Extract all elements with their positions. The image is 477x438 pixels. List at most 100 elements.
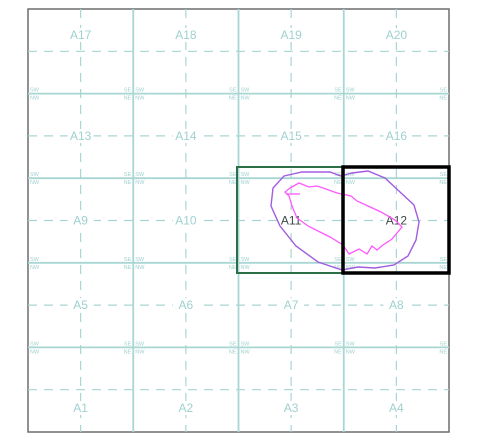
cell-label-bg	[278, 213, 305, 228]
corner-tag-nw: NW	[346, 349, 356, 355]
corner-tag-sw: SW	[30, 257, 40, 263]
coverage-outline	[270, 170, 420, 271]
cell-label-a14[interactable]: A14	[175, 129, 197, 143]
cell-label-a3[interactable]: A3	[284, 401, 299, 415]
corner-tag-sw: SW	[30, 88, 40, 94]
cell-label-a5[interactable]: A5	[73, 298, 88, 312]
corner-tag-sw: SW	[135, 172, 145, 178]
cell-label-bg	[172, 128, 199, 143]
corner-tag-ne: NE	[229, 96, 237, 102]
cell-label-bg	[383, 28, 410, 42]
cell-label-a2[interactable]: A2	[179, 401, 194, 415]
cell-label-a9[interactable]: A9	[73, 214, 88, 228]
cell-label-bg	[172, 401, 199, 415]
corner-tag-nw: NW	[135, 265, 145, 271]
corner-tag-se: SE	[334, 88, 342, 94]
corner-labels: SWNWSWNWSWNWSWNWSENESWNWSENESWNWSENESWNW…	[30, 88, 447, 356]
corner-tag-se: SE	[124, 172, 132, 178]
inner-boundary	[284, 182, 403, 255]
corner-tag-ne: NE	[124, 349, 132, 355]
corner-tag-nw: NW	[241, 96, 251, 102]
cell-label-bg	[67, 298, 94, 313]
grid-cells: A17 A18 A19 A20 A13 A14 A15 A16 A9 A10 A11 A12 A5 A6 A…	[67, 28, 410, 415]
cell-label-bg	[172, 298, 199, 313]
cell-label-bg	[278, 128, 305, 143]
corner-tag-nw: NW	[241, 265, 251, 271]
corner-tag-ne: NE	[229, 349, 237, 355]
active-tile-a12[interactable]	[341, 165, 451, 275]
corner-tag-sw: SW	[346, 172, 356, 178]
cell-label-bg	[383, 128, 410, 143]
cell-label-bg	[383, 401, 410, 415]
corner-tag-nw: NW	[135, 96, 145, 102]
cell-label-a7[interactable]: A7	[284, 298, 299, 312]
corner-tag-sw: SW	[30, 341, 40, 347]
cell-label-a19[interactable]: A19	[280, 28, 302, 42]
cell-label-bg	[172, 28, 199, 42]
corner-tag-se: SE	[440, 88, 448, 94]
corner-tag-nw: NW	[30, 349, 40, 355]
corner-tag-sw: SW	[241, 341, 251, 347]
corner-tag-ne: NE	[334, 180, 342, 186]
cell-label-a18[interactable]: A18	[175, 28, 197, 42]
cell-label-a20[interactable]: A20	[386, 28, 408, 42]
corner-tag-sw: SW	[241, 257, 251, 263]
corner-tag-ne: NE	[124, 265, 132, 271]
corner-tag-se: SE	[440, 341, 448, 347]
corner-tag-se: SE	[229, 257, 237, 263]
cell-label-a6[interactable]: A6	[179, 298, 194, 312]
corner-tag-se: SE	[229, 172, 237, 178]
corner-tag-sw: SW	[346, 257, 356, 263]
corner-tag-nw: NW	[346, 180, 356, 186]
corner-tag-sw: SW	[135, 88, 145, 94]
corner-tag-ne: NE	[229, 265, 237, 271]
corner-tag-ne: NE	[439, 265, 447, 271]
cell-label-a4[interactable]: A4	[389, 401, 404, 415]
cell-label-bg	[67, 401, 94, 415]
corner-tag-se: SE	[124, 88, 132, 94]
corner-tag-se: SE	[124, 341, 132, 347]
cell-label-a8[interactable]: A8	[389, 298, 404, 312]
corner-tag-ne: NE	[334, 265, 342, 271]
corner-tag-sw: SW	[30, 172, 40, 178]
corner-tag-se: SE	[334, 257, 342, 263]
corner-tag-ne: NE	[124, 180, 132, 186]
cell-label-bg	[278, 298, 305, 313]
corner-tag-ne: NE	[439, 180, 447, 186]
cell-label-bg	[67, 28, 94, 42]
cell-label-a11[interactable]: A11	[281, 214, 302, 228]
corner-tag-se: SE	[334, 341, 342, 347]
cell-label-a17[interactable]: A17	[70, 28, 92, 42]
corner-tag-nw: NW	[241, 180, 251, 186]
cell-label-a1[interactable]: A1	[73, 401, 88, 415]
cell-label-bg	[278, 401, 305, 415]
cell-label-bg	[278, 28, 305, 42]
cell-label-a12[interactable]: A12	[386, 214, 408, 228]
corner-tag-sw: SW	[241, 172, 251, 178]
corner-tag-sw: SW	[346, 88, 356, 94]
corner-tag-nw: NW	[241, 349, 251, 355]
corner-tag-nw: NW	[30, 96, 40, 102]
corner-tag-se: SE	[440, 172, 448, 178]
cell-label-bg	[172, 213, 199, 228]
cell-label-a15[interactable]: A15	[280, 129, 302, 143]
corner-tag-se: SE	[229, 88, 237, 94]
cell-label-bg	[67, 213, 94, 228]
corner-tag-nw: NW	[135, 180, 145, 186]
corner-tag-sw: SW	[135, 257, 145, 263]
corner-tag-nw: NW	[30, 180, 40, 186]
corner-tag-ne: NE	[334, 96, 342, 102]
cell-label-a10[interactable]: A10	[175, 214, 197, 228]
corner-tag-ne: NE	[334, 349, 342, 355]
cell-label-a13[interactable]: A13	[70, 129, 92, 143]
corner-tag-sw: SW	[346, 341, 356, 347]
corner-tag-ne: NE	[229, 180, 237, 186]
cell-label-bg	[67, 128, 94, 143]
cell-label-a16[interactable]: A16	[386, 129, 408, 143]
corner-tag-nw: NW	[346, 96, 356, 102]
corner-tag-se: SE	[124, 257, 132, 263]
corner-tag-sw: SW	[241, 88, 251, 94]
cell-label-bg	[383, 298, 410, 313]
corner-tag-se: SE	[229, 341, 237, 347]
